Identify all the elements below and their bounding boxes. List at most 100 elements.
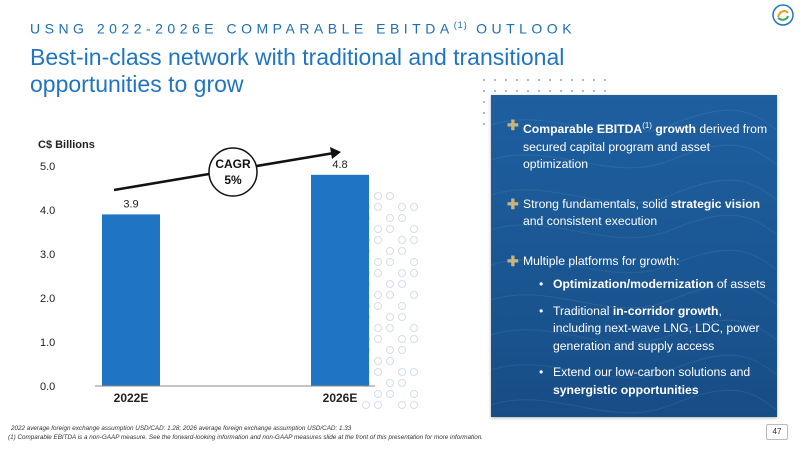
ring (386, 346, 394, 354)
ring (386, 247, 394, 255)
ring (410, 236, 418, 244)
dot (527, 90, 529, 92)
ring (386, 225, 394, 233)
dot (604, 90, 606, 92)
y-tick-label: 1.0 (40, 337, 55, 349)
kicker-tail: OUTLOOK (467, 20, 577, 37)
dot (483, 123, 485, 125)
sub-bullet-in-corridor: Traditional in-corridor growth, includin… (539, 303, 769, 356)
dot (549, 90, 551, 92)
ring (398, 401, 406, 409)
ring (386, 280, 394, 288)
ring (398, 335, 406, 343)
ring (374, 225, 382, 233)
dot (549, 79, 551, 81)
y-tick-label: 3.0 (40, 249, 55, 261)
dot (560, 90, 562, 92)
ring (398, 280, 406, 288)
dot (593, 90, 595, 92)
contour-line (491, 144, 777, 169)
bullet2-text: Strong fundamentals, solid (523, 196, 671, 211)
ring (398, 368, 406, 376)
ring (398, 379, 406, 387)
dot (516, 90, 518, 92)
y-tick-label: 5.0 (40, 161, 55, 173)
ring (374, 203, 382, 211)
ring (386, 258, 394, 266)
ring (410, 269, 418, 277)
plus-icon: ✚ (507, 252, 519, 269)
dot (582, 90, 584, 92)
sub1-text: of assets (713, 277, 766, 292)
bar-2022E (102, 214, 160, 386)
dot (516, 79, 518, 81)
ring (374, 236, 382, 244)
dot (604, 79, 606, 81)
dot (560, 79, 562, 81)
ring (398, 203, 406, 211)
contour-line (491, 109, 777, 134)
x-tick-label: 2026E (323, 391, 358, 405)
ring (398, 214, 406, 222)
highlights-panel: ✚ Comparable EBITDA(1) growth derived fr… (491, 95, 777, 417)
y-tick-label: 2.0 (40, 293, 55, 305)
data-label: 4.8 (332, 159, 347, 171)
x-tick-label: 2022E (114, 391, 149, 405)
page-title: Best-in-class network with traditional a… (30, 44, 565, 97)
ring (386, 390, 394, 398)
bullet-platforms: ✚ Multiple platforms for growth: Optimiz… (507, 253, 769, 400)
ring (386, 324, 394, 332)
contour-line (491, 249, 777, 274)
dot (505, 79, 507, 81)
sub-bullet-optimization: Optimization/modernization of assets (539, 276, 769, 294)
sub3-text: Extend our low-carbon solutions and (553, 365, 751, 380)
cagr-value: 5% (224, 173, 242, 187)
sub2-text: Traditional (553, 303, 613, 318)
ring (410, 203, 418, 211)
dot (582, 79, 584, 81)
dot (505, 90, 507, 92)
bullet1-text: derived from secured capital program and… (523, 122, 768, 172)
ring (386, 357, 394, 365)
bar-2026E (311, 174, 369, 386)
y-axis-label: C$ Billions (38, 139, 95, 151)
ring (374, 357, 382, 365)
kicker-text: USNG 2022-2026E COMPARABLE EBITDA (30, 20, 454, 37)
ring (398, 247, 406, 255)
ring (374, 302, 382, 310)
ring (386, 291, 394, 299)
cagr-annotation: CAGR 5% (113, 147, 341, 197)
dot (571, 79, 573, 81)
footnotes: 2022 average foreign exchange assumption… (8, 424, 483, 442)
ring (410, 258, 418, 266)
dot (538, 90, 540, 92)
ring (374, 324, 382, 332)
sub1-bold: Optimization/modernization (553, 277, 714, 292)
plus-icon: ✚ (507, 117, 519, 133)
sub3-bold: synergistic opportunities (553, 382, 699, 397)
plus-icon: ✚ (507, 195, 519, 212)
dot (494, 90, 496, 92)
ring (410, 335, 418, 343)
ring (386, 192, 394, 200)
company-logo-icon (772, 4, 794, 26)
ring (410, 368, 418, 376)
ring (362, 401, 370, 409)
dot (483, 101, 485, 103)
data-label: 3.9 (123, 198, 138, 210)
dot (571, 90, 573, 92)
ring (386, 214, 394, 222)
ring (410, 324, 418, 332)
ring (398, 302, 406, 310)
ring (374, 368, 382, 376)
ring (374, 269, 382, 277)
sub-bullet-low-carbon: Extend our low-carbon solutions and syne… (539, 364, 769, 399)
bullet3-text: Multiple platforms for growth: (523, 253, 680, 268)
dot (538, 79, 540, 81)
arrow-head-icon (330, 147, 341, 159)
ring (410, 291, 418, 299)
footnote-fx: 2022 average foreign exchange assumption… (11, 425, 352, 432)
contour-line (491, 179, 777, 204)
dot (494, 79, 496, 81)
bullet1-bold: Comparable EBITDA (523, 122, 643, 137)
